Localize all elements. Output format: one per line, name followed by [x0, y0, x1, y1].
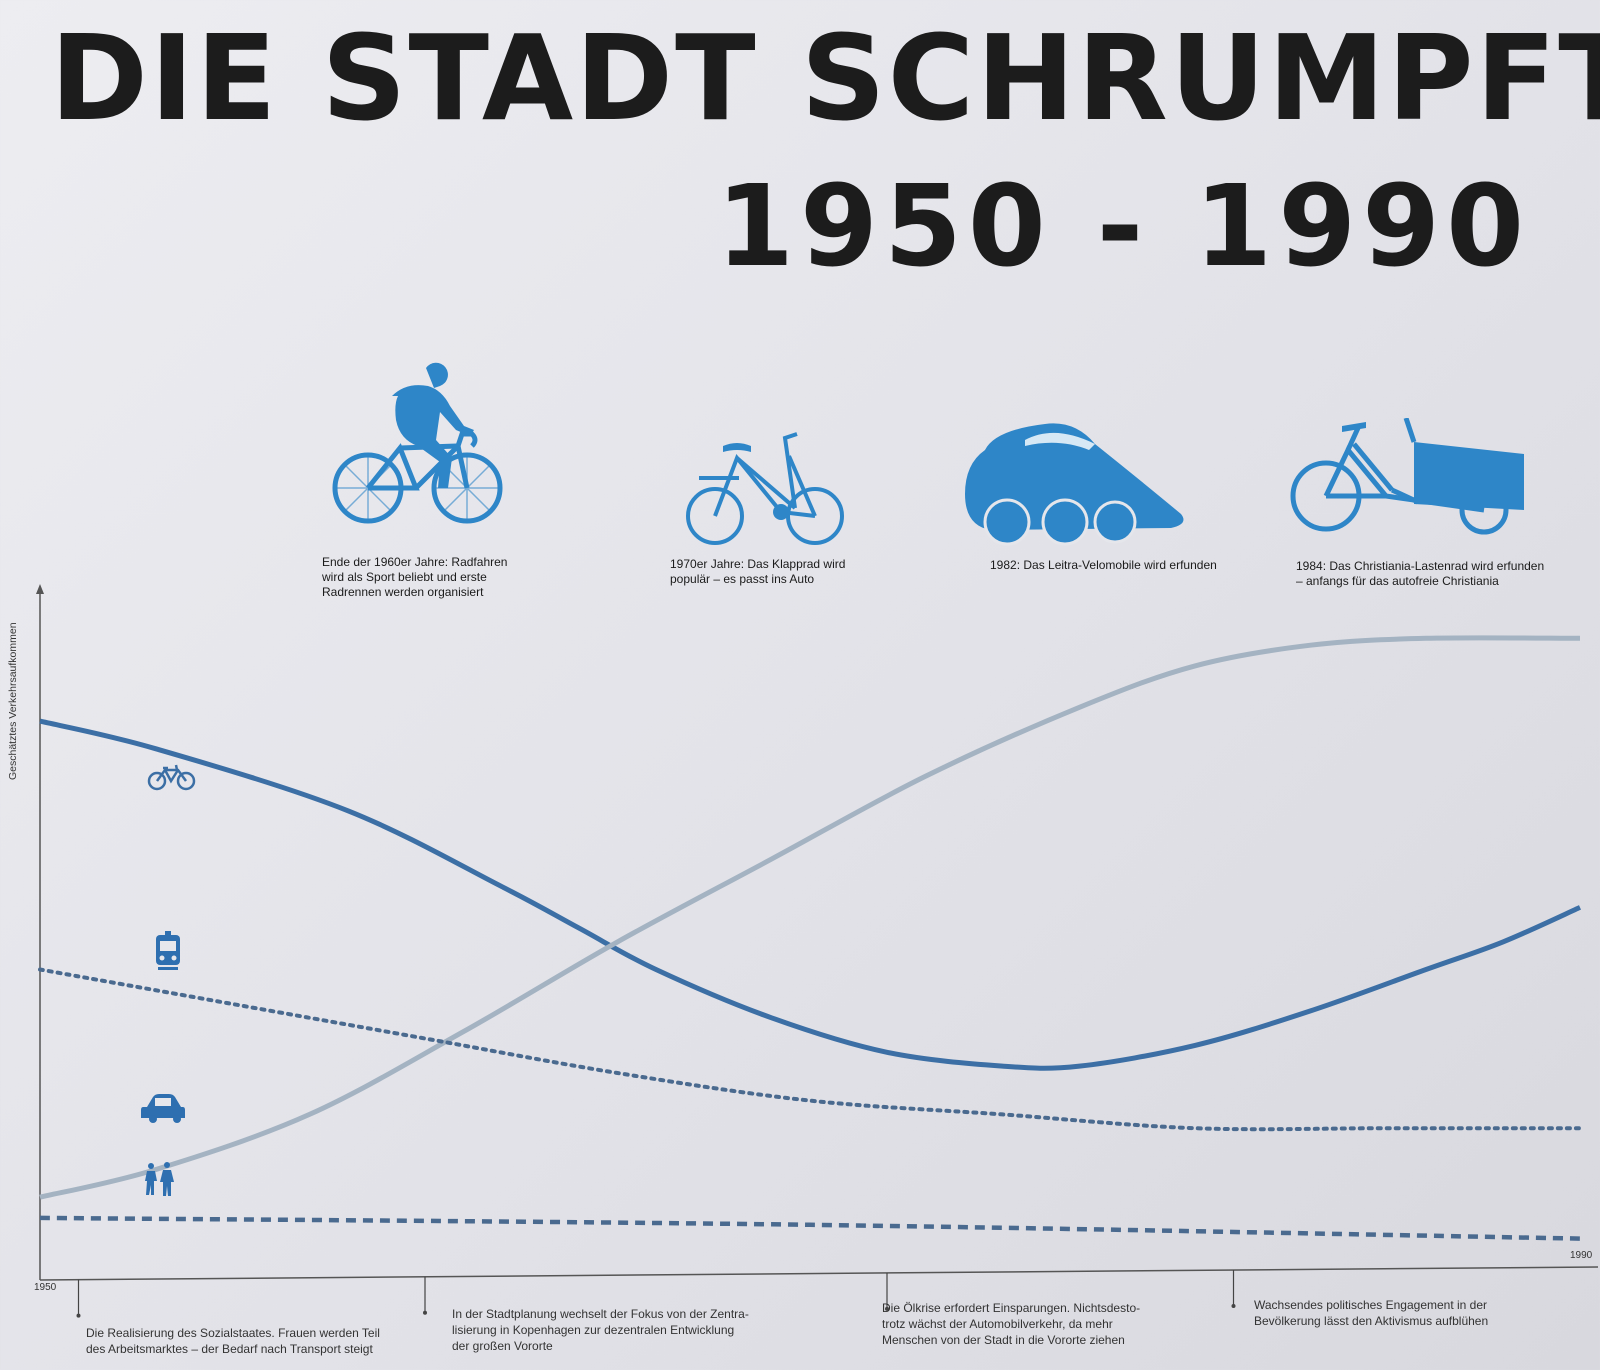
- cargo-bike-icon: [1290, 418, 1524, 535]
- y-axis-arrow: [36, 584, 44, 594]
- x-tick-1950: 1950: [34, 1282, 57, 1293]
- milestone-caption: 1970er Jahre: Das Klapprad wird populär …: [670, 557, 846, 586]
- milestone-caption: 1982: Das Leitra-Velomobile wird erfunde…: [990, 558, 1217, 572]
- event-marker-dot-2: [885, 1306, 889, 1311]
- page-title: DIE STADT SCHRUMPFT: [50, 9, 1600, 147]
- milestone-caption: Ende der 1960er Jahre: Radfahren wird al…: [322, 555, 508, 599]
- car-icon: [141, 1094, 185, 1123]
- event-note: In der Stadtplanung wechselt der Fokus v…: [452, 1307, 749, 1353]
- event-note: Wachsendes politisches Engagement in der…: [1254, 1298, 1489, 1328]
- x-tick-1990: 1990: [1570, 1250, 1593, 1261]
- velomobile-icon: [965, 423, 1184, 546]
- racing-cyclist-icon: [332, 362, 503, 524]
- folding-bike-icon: [686, 432, 844, 545]
- x-axis: [39, 1266, 1599, 1281]
- event-note: Die Ölkrise erfordert Einsparungen. Nich…: [882, 1301, 1141, 1347]
- event-marker-dot-0: [76, 1313, 81, 1318]
- event-marker-dot-1: [423, 1310, 427, 1315]
- event-marker-dot-3: [1231, 1304, 1236, 1309]
- bicycle-icon: [147, 764, 196, 791]
- milestone-caption: 1984: Das Christiania-Lastenrad wird erf…: [1296, 559, 1545, 588]
- y-axis-label: Geschätztes Verkehrsaufkommen: [7, 622, 19, 780]
- series-line-walk: [39, 1215, 1581, 1241]
- chart-axes: [36, 584, 1599, 1281]
- series-line-bike: [39, 718, 1582, 1071]
- series-line-transit: [38, 967, 1582, 1132]
- page-subtitle: 1950 - 1990: [716, 162, 1530, 292]
- series-line-car: [39, 635, 1581, 1200]
- pedestrians-icon: [145, 1162, 174, 1196]
- train-icon: [156, 931, 180, 970]
- event-note: Die Realisierung des Sozialstaates. Frau…: [86, 1326, 380, 1356]
